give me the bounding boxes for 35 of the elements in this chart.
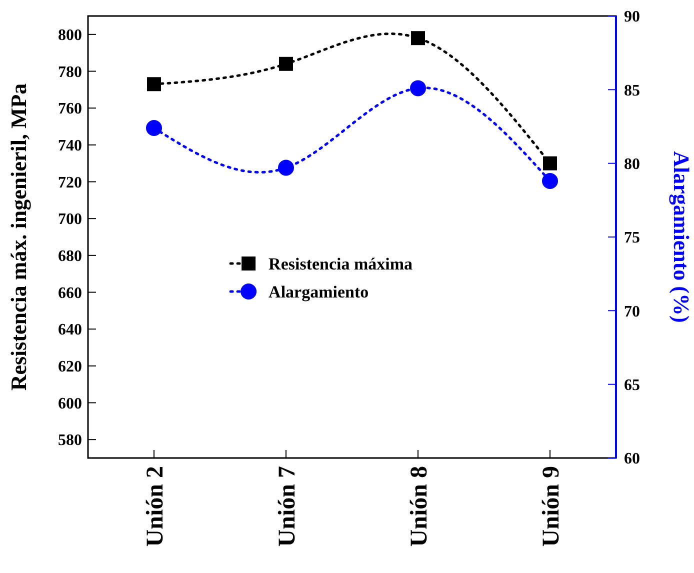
y-tick-label: 740 [58,138,82,155]
point [543,156,557,170]
x-tick-label: Unión 2 [142,466,168,547]
y-tick-label: 780 [58,64,82,81]
y-tick-label: 620 [58,358,82,376]
point [542,173,558,190]
point [146,120,162,136]
y2-axis-title: Alargamiento (%) [669,151,694,323]
x-tick-label: Unión 9 [538,466,564,547]
y-tick-label: 600 [58,395,82,412]
y-axis-title: Resistencia máx. ingenieril, MPa [6,83,31,391]
x-tick-label: Unión 8 [406,466,432,547]
y-tick-label: 760 [58,100,82,118]
y2-tick-label: 90 [624,8,640,26]
legend-label: Resistencia máxima [268,254,414,274]
y-tick-label: 640 [58,322,82,339]
legend-label: Alargamiento [268,282,369,302]
y-tick-label: 660 [58,284,82,302]
y-tick-label: 720 [58,174,82,192]
y2-tick-label: 75 [624,230,640,247]
y2-tick-label: 70 [624,303,640,320]
point [411,31,425,46]
y-tick-label: 800 [58,27,82,44]
x-tick-label: Unión 7 [274,466,300,547]
y-tick-label: 580 [58,432,82,450]
y-tick-label: 680 [58,248,82,266]
y2-tick-label: 60 [624,450,640,468]
y-tick-label: 700 [58,211,82,228]
point [410,80,426,96]
point [279,56,293,71]
point [278,160,294,176]
y2-tick-label: 65 [624,376,640,394]
point [147,77,161,92]
y2-tick-label: 85 [624,82,640,100]
y2-tick-label: 80 [624,156,640,173]
